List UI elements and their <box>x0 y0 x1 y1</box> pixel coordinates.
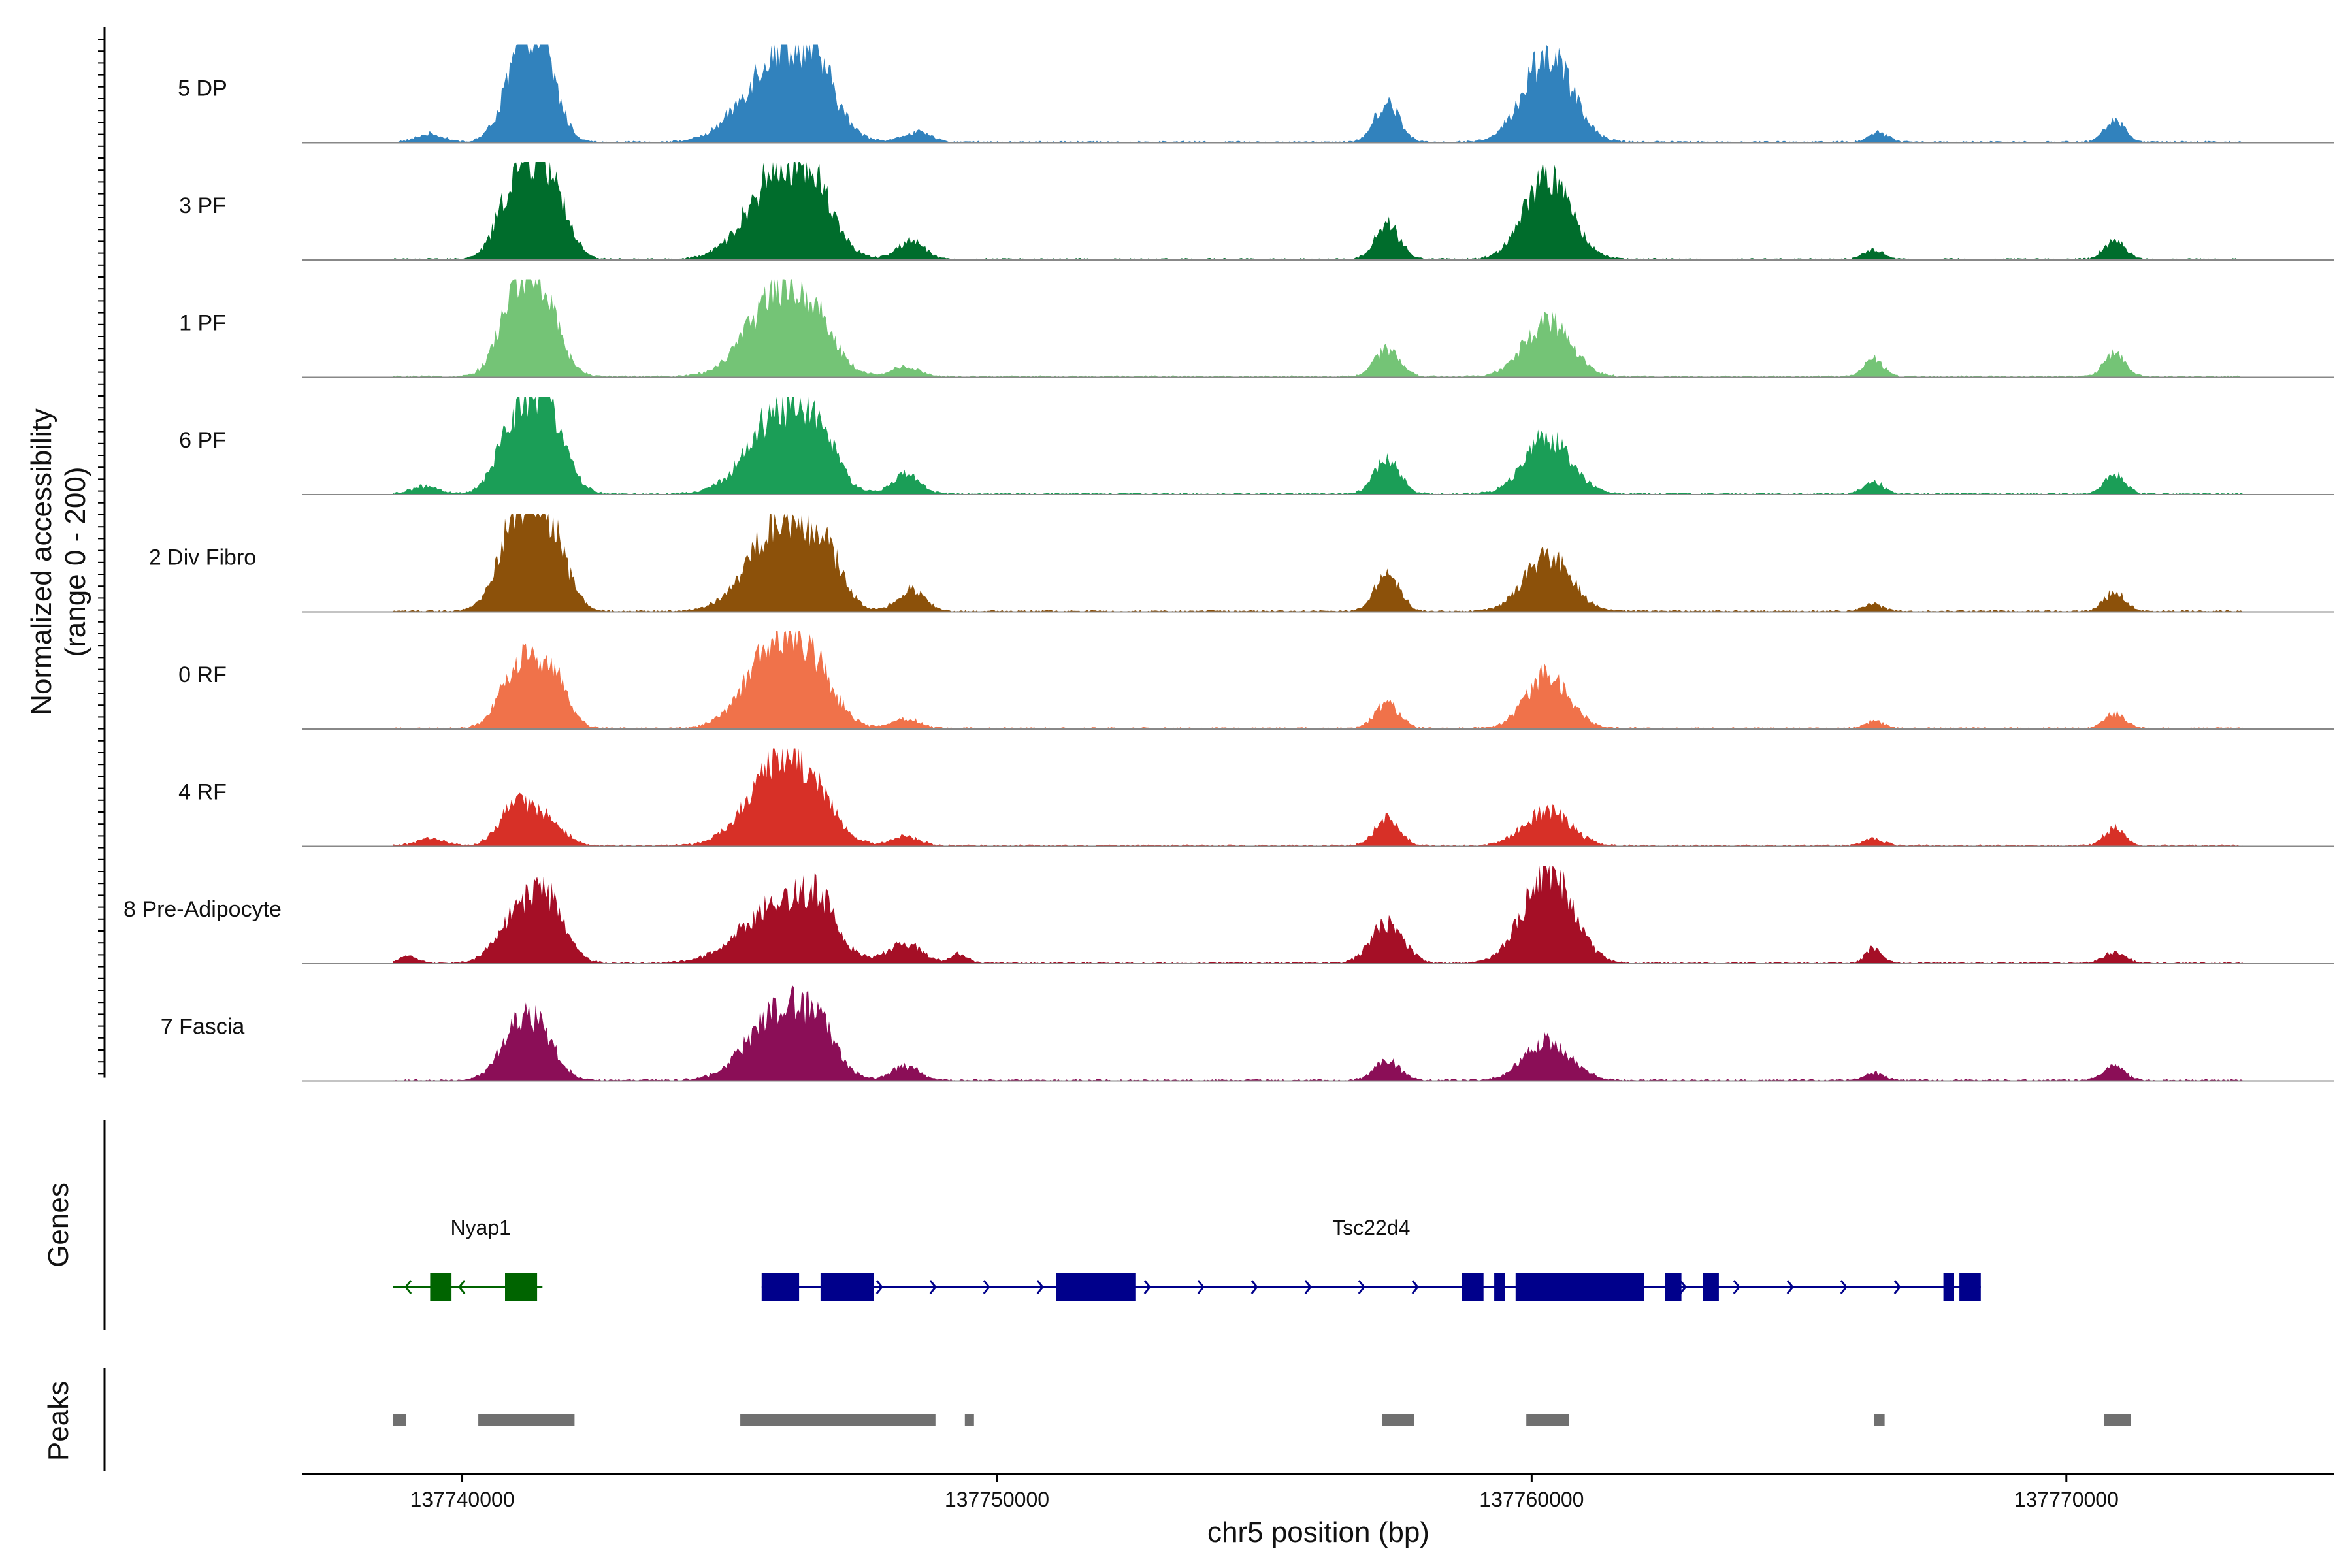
y-axis-label-line1: Normalized accessibility <box>25 408 57 715</box>
exon-Tsc22d4-8 <box>1703 1273 1719 1301</box>
coverage-area-9 <box>393 985 2243 1081</box>
coverage-area-8 <box>393 866 2243 964</box>
exon-Tsc22d4-2 <box>820 1273 874 1301</box>
track-label-9: 7 Fascia <box>161 1015 245 1039</box>
exon-Tsc22d4-9 <box>1943 1273 1954 1301</box>
track-label-5: 2 Div Fibro <box>149 546 256 570</box>
gene-strand-arrow <box>1358 1280 1365 1294</box>
x-axis-label: chr5 position (bp) <box>1207 1516 1429 1548</box>
track-label-8: 8 Pre-Adipocyte <box>123 897 282 922</box>
coverage-area-1 <box>393 44 2243 143</box>
exon-Tsc22d4-5 <box>1494 1273 1505 1301</box>
coverage-area-7 <box>393 748 2243 847</box>
genes-panel-label: Genes <box>42 1183 74 1267</box>
exon-Tsc22d4-6 <box>1515 1273 1644 1301</box>
peak-region-3 <box>740 1414 936 1426</box>
gene-strand-arrow <box>1304 1280 1312 1294</box>
gene-strand-arrow <box>1143 1280 1151 1294</box>
exon-Nyap1-1 <box>430 1273 452 1301</box>
tracks-layer: 5 DP 3 PF 1 PF 6 PF 2 Div Fibro 0 RF 4 RF 8 Pre… <box>123 44 2334 1082</box>
gene-strand-arrow <box>929 1280 937 1294</box>
exon-Tsc22d4-7 <box>1665 1273 1682 1301</box>
gene-strand-arrow <box>1733 1280 1740 1294</box>
track-label-1: 5 DP <box>178 76 227 101</box>
gene-strand-arrow <box>875 1280 883 1294</box>
coverage-area-5 <box>393 514 2243 612</box>
exon-Nyap1-2 <box>505 1273 538 1301</box>
gene-strand-arrow <box>1411 1280 1419 1294</box>
exon-Tsc22d4-1 <box>761 1273 800 1301</box>
peaks-panel-label: Peaks <box>42 1381 74 1461</box>
peak-region-2 <box>478 1414 575 1426</box>
peak-region-6 <box>1526 1414 1569 1426</box>
gene-strand-arrow <box>1197 1280 1205 1294</box>
peak-region-7 <box>1874 1414 1885 1426</box>
exon-Tsc22d4-4 <box>1462 1273 1484 1301</box>
x-tick-label-4: 137770000 <box>2014 1488 2119 1511</box>
axes-layer: 137740000 137750000 137760000 137770000 <box>98 27 2334 1511</box>
gene-strand-arrow <box>1036 1280 1044 1294</box>
coverage-area-2 <box>393 162 2243 260</box>
gene-strand-arrow <box>1250 1280 1258 1294</box>
exon-Tsc22d4-3 <box>1056 1273 1136 1301</box>
gene-strand-arrow <box>1679 1280 1687 1294</box>
track-label-7: 4 RF <box>178 780 227 805</box>
coverage-area-3 <box>393 279 2243 378</box>
gene-strand-arrow <box>1786 1280 1794 1294</box>
x-tick-label-2: 137750000 <box>945 1488 1049 1511</box>
track-label-3: 1 PF <box>179 311 226 336</box>
genes-layer: Nyap1 Tsc22d4 <box>393 1216 1981 1301</box>
peak-region-4 <box>964 1414 974 1426</box>
gene-label-Nyap1: Nyap1 <box>450 1216 511 1239</box>
coverage-area-4 <box>393 397 2243 495</box>
y-axis-label-line2: (range 0 - 200) <box>59 466 91 657</box>
coverage-area-6 <box>393 631 2243 729</box>
peak-region-8 <box>2104 1414 2131 1426</box>
exon-Tsc22d4-10 <box>1959 1273 1981 1301</box>
peak-region-5 <box>1382 1414 1414 1426</box>
peaks-layer <box>393 1414 2131 1426</box>
track-label-2: 3 PF <box>179 193 226 218</box>
peak-region-1 <box>393 1414 406 1426</box>
gene-strand-arrow <box>1840 1280 1848 1294</box>
gene-strand-arrow <box>1893 1280 1901 1294</box>
gene-strand-arrow <box>983 1280 990 1294</box>
gene-label-Tsc22d4: Tsc22d4 <box>1332 1216 1410 1239</box>
x-tick-label-3: 137760000 <box>1479 1488 1584 1511</box>
gene-strand-arrow <box>458 1280 466 1294</box>
track-label-6: 0 RF <box>178 662 227 687</box>
x-tick-label-1: 137740000 <box>410 1488 514 1511</box>
track-label-4: 6 PF <box>179 428 226 453</box>
gene-strand-arrow <box>404 1280 412 1294</box>
